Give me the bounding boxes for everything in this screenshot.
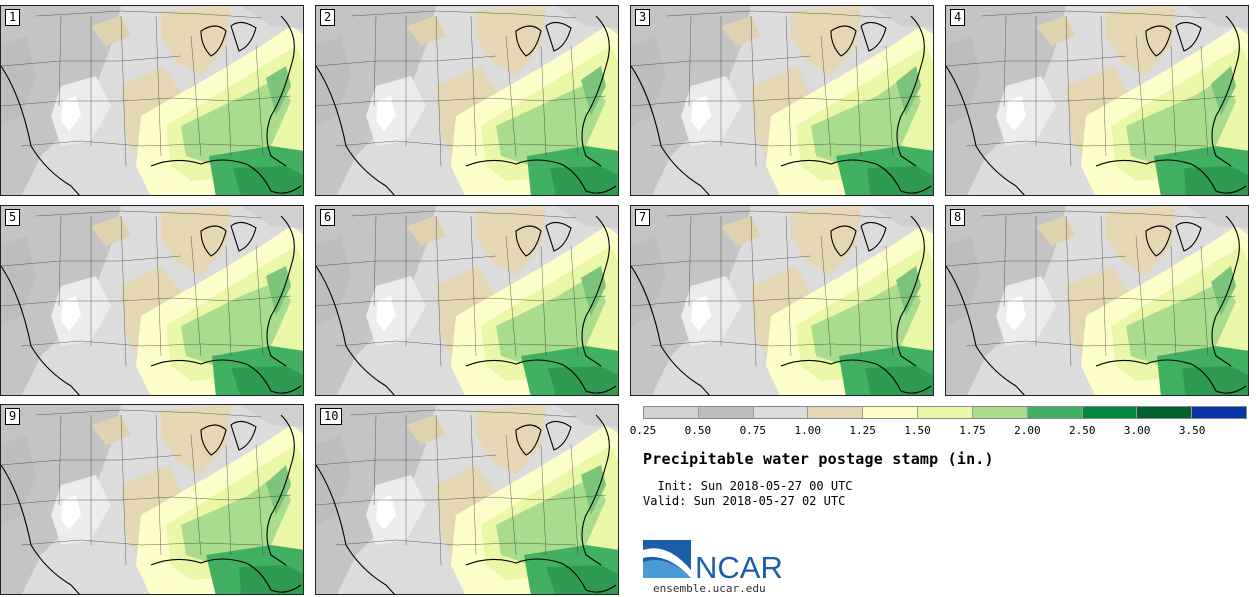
colorbar-tick-label: 0.75 — [739, 424, 767, 437]
stamp-panel: 10 — [315, 404, 619, 595]
colorbar-tick-label: 0.50 — [684, 424, 712, 437]
colorbar-segment — [808, 407, 864, 418]
stamp-map — [316, 206, 618, 395]
colorbar-tick-label: 1.75 — [959, 424, 986, 437]
stamp-map — [631, 6, 933, 195]
stamp-number-label: 5 — [5, 209, 21, 226]
colorbar-segment — [918, 407, 973, 418]
colorbar-tick-label: 2.00 — [1014, 424, 1041, 437]
stamp-map — [1, 6, 303, 195]
stamp-panel: 5 — [0, 205, 304, 396]
stamp-panel: 8 — [945, 205, 1249, 396]
stamp-map — [946, 206, 1248, 395]
colorbar-ticks: 0.25 0.50 0.75 1.00 1.25 1.50 1.75 2.00 2.50 3.00… — [630, 424, 1247, 440]
colorbar-tick-label: 1.00 — [794, 424, 821, 437]
colorbar-segment — [1137, 407, 1193, 418]
colorbar-segment — [863, 407, 919, 418]
colorbar-segment — [698, 407, 754, 418]
logo-url: ensemble.ucar.edu — [653, 582, 766, 595]
colorbar-tick-label: 0.25 — [629, 424, 657, 437]
colorbar-segment — [1082, 407, 1138, 418]
logo-swoosh — [643, 548, 691, 578]
ncar-logo: NCAR — [643, 540, 783, 584]
colorbar-segment — [644, 407, 699, 418]
stamp-map — [631, 206, 933, 395]
stamp-number-label: 8 — [950, 209, 966, 226]
logo-text: NCAR — [695, 550, 783, 584]
stamp-panel: 3 — [630, 5, 934, 196]
colorbar-tick-label: 1.50 — [904, 424, 931, 437]
colorbar-segment — [1027, 407, 1083, 418]
stamp-panel: 9 — [0, 404, 304, 595]
colorbar-tick-label: 3.00 — [1123, 424, 1151, 437]
stamp-map — [316, 405, 618, 594]
stamp-number-label: 1 — [5, 9, 21, 26]
colorbar-tick-label: 3.50 — [1178, 424, 1206, 437]
colorbar-segment — [1192, 407, 1246, 418]
stamp-number-label: 2 — [320, 9, 336, 26]
colorbar-tick-label: 1.25 — [849, 424, 876, 437]
init-time: Init: Sun 2018-05-27 00 UTC — [643, 479, 853, 493]
chart-title: Precipitable water postage stamp (in.) — [643, 450, 994, 468]
colorbar — [643, 406, 1247, 419]
stamp-panel: 6 — [315, 205, 619, 396]
stamp-map — [946, 6, 1248, 195]
stamp-number-label: 4 — [950, 9, 966, 26]
valid-time: Valid: Sun 2018-05-27 02 UTC — [643, 494, 846, 508]
stamp-number-label: 9 — [5, 408, 21, 425]
stamp-number-label: 3 — [635, 9, 651, 26]
stamp-panel: 2 — [315, 5, 619, 196]
colorbar-segment — [972, 407, 1028, 418]
stamp-number-label: 7 — [635, 209, 651, 226]
stamp-number-label: 6 — [320, 209, 336, 226]
logo-wave — [643, 560, 691, 578]
stamp-panel: 7 — [630, 205, 934, 396]
stamp-panel: 1 — [0, 5, 304, 196]
stamp-map — [1, 206, 303, 395]
stamp-number-label: 10 — [320, 408, 343, 425]
stamp-panel: 4 — [945, 5, 1249, 196]
colorbar-segment — [753, 407, 809, 418]
stamp-map — [316, 6, 618, 195]
colorbar-tick-label: 2.50 — [1069, 424, 1096, 437]
stamp-map — [1, 405, 303, 594]
